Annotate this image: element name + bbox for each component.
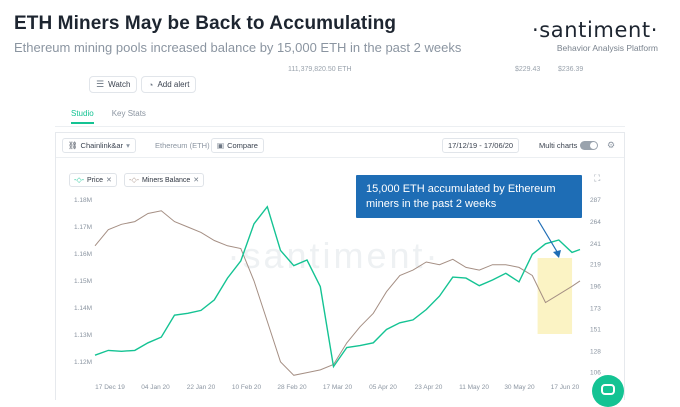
x-tick-label: 17 Dec 19 [95,384,125,391]
x-tick-label: 10 Feb 20 [232,384,262,391]
add-alert-button[interactable]: ◔ Add alert [141,76,197,93]
y-tick-label-right: 241 [590,241,601,248]
close-icon[interactable]: ✕ [193,177,200,184]
view-tabs: Studio Key Stats [71,109,146,124]
y-tick-label-right: 287 [590,197,601,204]
date-range-value: 17/12/19 - 17/06/20 [448,141,514,150]
compare-button[interactable]: ▣ Compare [211,138,264,153]
metric-chip-label: Price [87,176,103,184]
tabs-divider [55,126,625,127]
compare-label: Compare [227,141,258,150]
close-icon[interactable]: ✕ [106,177,112,184]
y-tick-label-right: 106 [590,369,601,376]
tab-key-stats[interactable]: Key Stats [111,109,146,118]
date-range-picker[interactable]: 17/12/19 - 17/06/20 [442,138,520,153]
add-alert-label: Add alert [157,80,190,89]
watch-label: Watch [108,80,131,89]
compare-icon: ▣ [217,141,225,150]
y-tick-label-left: 1.15M [74,278,92,285]
asset-selector-label: Chainlink&ar [80,141,124,150]
y-tick-label-left: 1.18M [74,197,92,204]
y-tick-label-left: 1.13M [74,332,92,339]
callout-arrowhead [553,250,561,258]
y-tick-label-left: 1.12M [74,359,92,366]
miners-balance-line [94,210,581,376]
x-tick-label: 17 Mar 20 [323,384,353,391]
asset-selector[interactable]: ⛓ Chainlink&ar ▾ [62,138,136,153]
line-legend-icon: -◇- [129,177,140,184]
line-legend-icon: -◇- [74,177,85,184]
y-tick-label-right: 173 [590,306,601,313]
watch-button[interactable]: ☰ Watch [89,76,138,93]
chevron-down-icon: ▾ [126,141,130,150]
brand-name: ·santiment· [531,18,658,42]
cut-off-balance-value: 111,379,820.50 ETH [288,66,352,73]
chart-toolbar: ⛓ Chainlink&ar ▾ Ethereum (ETH) ▣ Compar… [56,133,624,158]
highlight-region [537,258,573,334]
metric-chip-price[interactable]: -◇- Price ✕ [69,173,117,187]
annotation-callout: 15,000 ETH accumulated by Ethereum miner… [356,175,582,218]
cut-off-price-value: $229.43 [515,66,541,73]
annotation-line-2: miners in the past 2 weeks [366,198,497,210]
x-tick-label: 04 Jan 20 [141,384,170,391]
y-tick-label-right: 151 [590,326,601,333]
x-tick-label: 30 May 20 [504,384,535,391]
project-label: Ethereum (ETH) [155,141,210,150]
metric-chip-miners-balance[interactable]: -◇- Miners Balance ✕ [124,173,205,187]
watermark: ·santiment· [227,235,440,276]
bell-icon: ◔ [148,79,154,90]
brand-tagline: Behavior Analysis Platform [556,43,658,53]
link-icon: ⛓ [68,141,78,150]
x-tick-label: 17 Jun 20 [551,384,580,391]
fullscreen-icon[interactable]: ⛶ [594,173,601,183]
x-tick-label: 28 Feb 20 [277,384,307,391]
multi-charts-label: Multi charts [539,141,578,150]
toggle-switch[interactable] [580,141,599,150]
tab-studio[interactable]: Studio [71,109,94,124]
y-tick-label-left: 1.17M [74,224,92,231]
y-tick-label-right: 128 [590,348,601,355]
annotation-line-1: 15,000 ETH accumulated by Ethereum [366,183,556,195]
y-tick-label-right: 264 [590,219,601,226]
y-tick-label-right: 196 [590,284,601,291]
multi-charts-toggle[interactable]: Multi charts [534,138,603,153]
x-tick-label: 23 Apr 20 [415,384,443,391]
watchlist-icon: ☰ [96,79,105,89]
settings-gear-icon[interactable]: ⚙ [607,140,616,150]
y-tick-label-left: 1.16M [74,251,92,258]
santiment-logo: ·santiment· Behavior Analysis Platform [532,18,658,53]
callout-arrow [537,219,560,256]
article-title: ETH Miners May be Back to Accumulating [14,13,397,34]
x-tick-label: 11 May 20 [459,384,489,391]
article-subtitle: Ethereum mining pools increased balance … [14,40,462,55]
y-tick-label-right: 219 [590,262,601,269]
x-tick-label: 22 Jan 20 [187,384,216,391]
santiment-app: ☰ Watch ◔ Add alert Studio Key Stats ⛓ C… [55,70,625,400]
y-tick-label-left: 1.14M [74,305,92,312]
cut-off-price-value-2: $236.39 [558,66,584,73]
x-tick-label: 05 Apr 20 [369,384,397,391]
price-line [94,205,581,369]
metric-chip-label: Miners Balance [142,176,191,184]
chat-bubble-icon [601,384,615,395]
